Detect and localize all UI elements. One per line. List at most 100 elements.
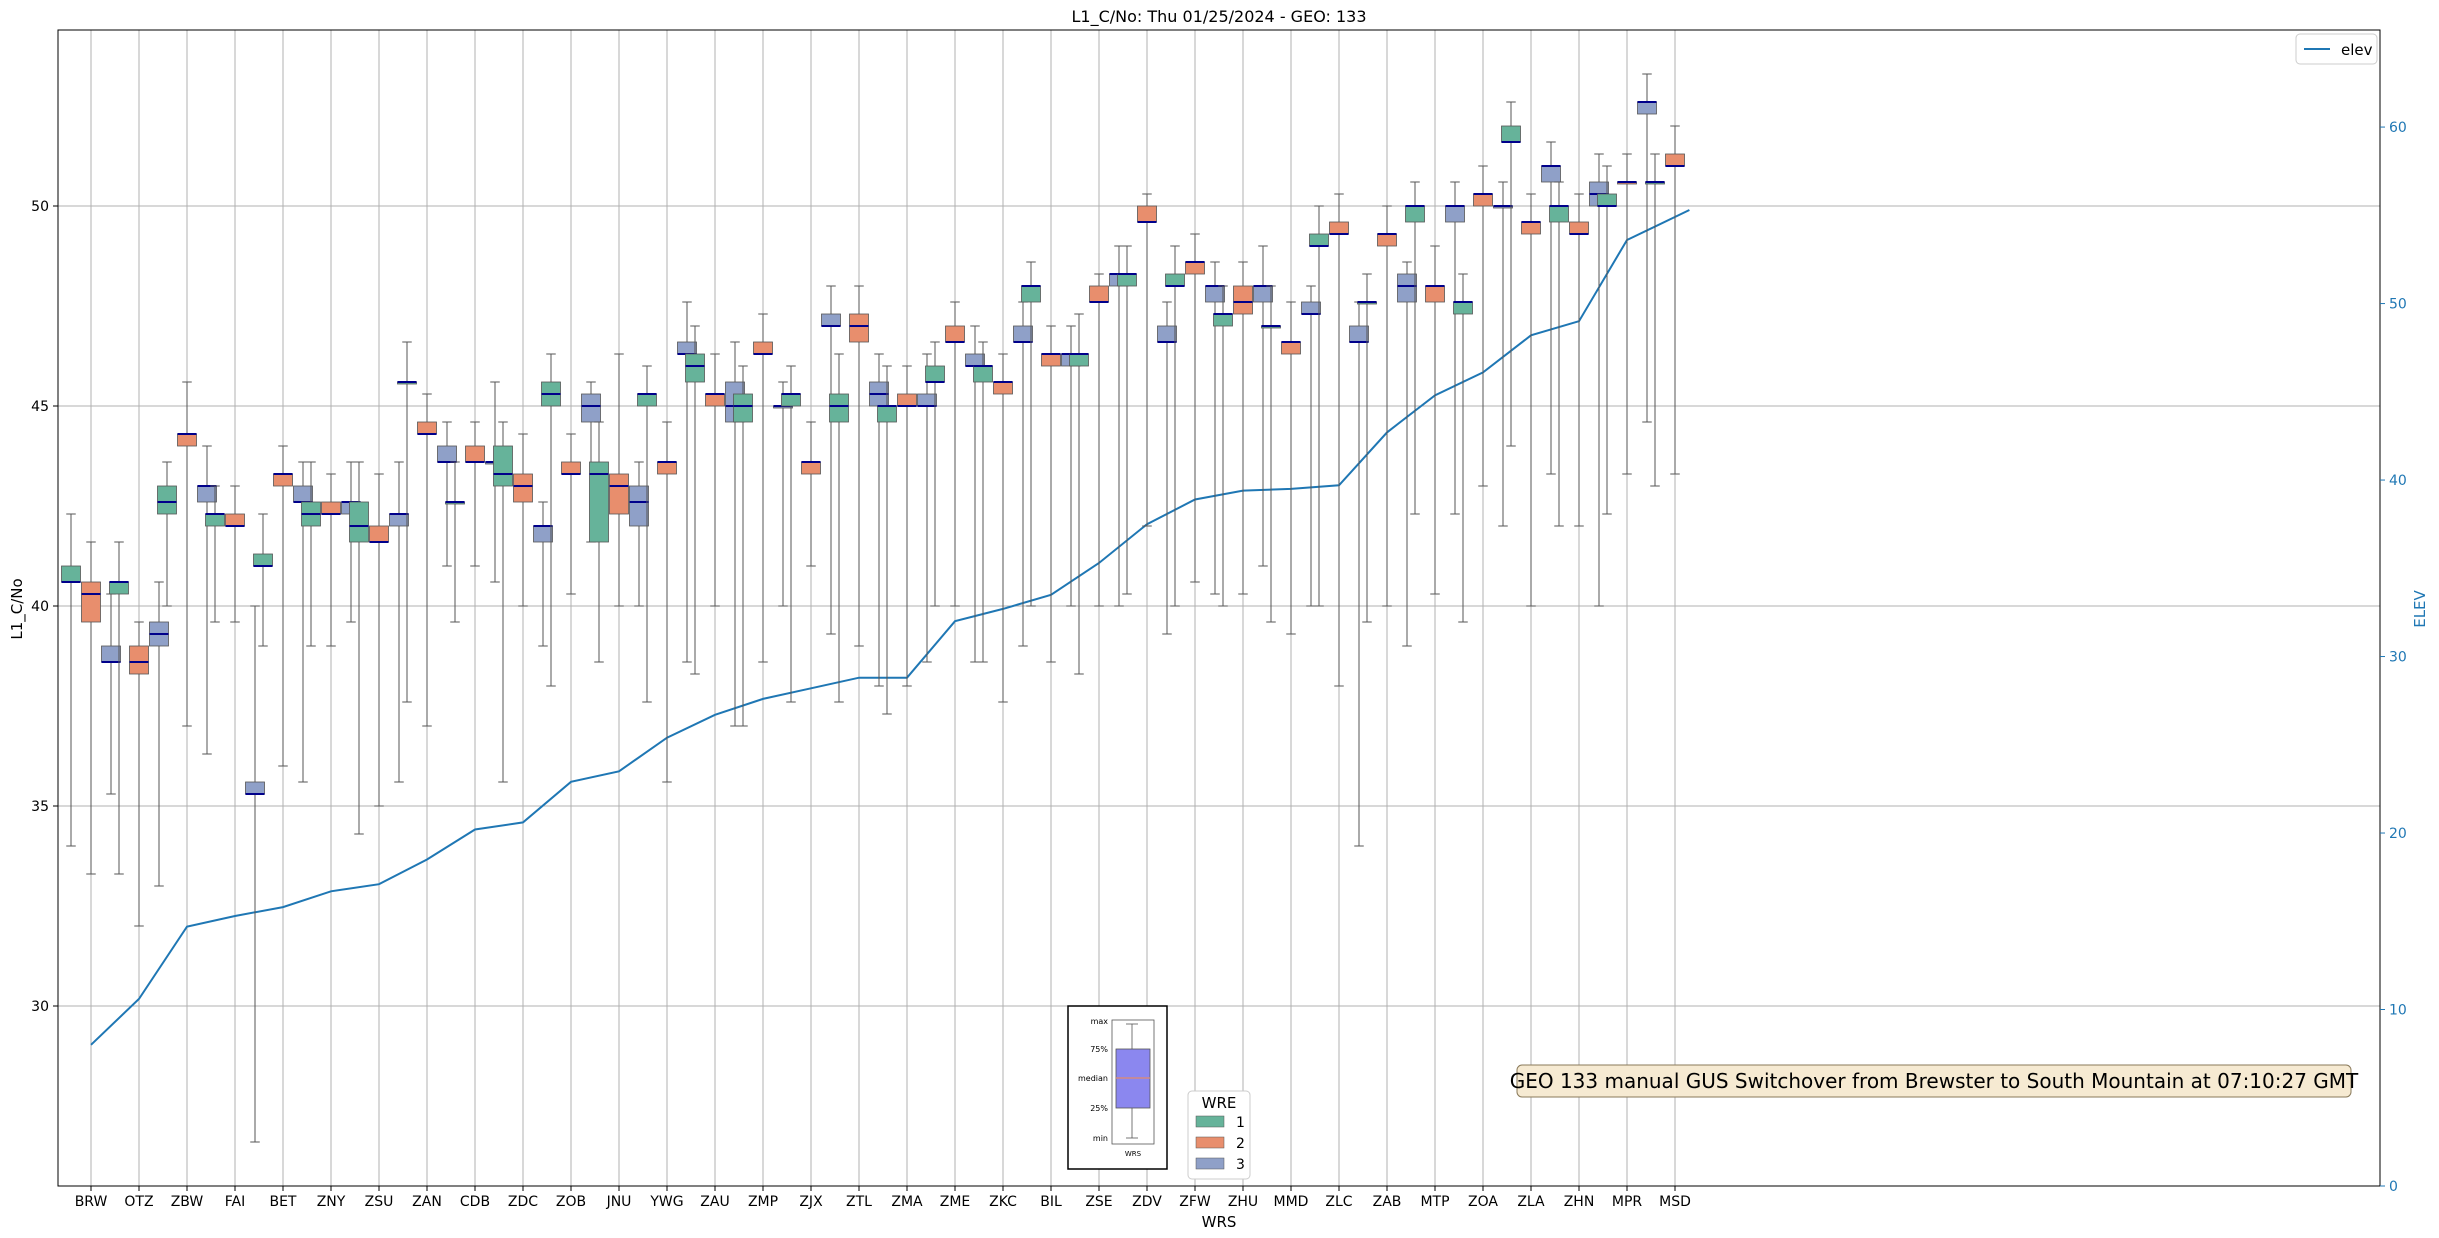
box-iqr [849,313,869,343]
plot-frame [57,29,2381,1187]
box-ZJX-wre1 [781,365,801,703]
box-ZLC-wre2 [1329,193,1349,687]
box-iqr [993,381,1013,395]
box-MTP-wre2 [1425,245,1445,595]
y2-tick-label: 0 [2389,1179,2398,1195]
x-axis-label: WRS [1202,1213,1237,1231]
x-tick-label: JNU [606,1194,632,1210]
x-tick-label: ZSE [1085,1194,1112,1210]
box-iqr [1165,273,1185,287]
explainer-min: min [1093,1134,1108,1143]
box-ZKC-wre3 [1013,301,1033,647]
y2-axis-label: ELEV [2411,589,2429,627]
box-iqr [1185,261,1205,275]
box-ZJX-wre2 [801,421,821,567]
x-tick-label: ZAB [1373,1194,1402,1210]
box-ZOA-wre1 [1453,273,1473,623]
box-iqr [561,461,581,475]
x-tick-label: BET [269,1194,296,1210]
box-ZAB-wre2 [1377,205,1397,607]
box-ZDC-wre2 [513,433,533,607]
box-ZTL-wre3 [869,353,889,687]
box-iqr [677,341,697,355]
box-BRW-wre1 [61,513,81,847]
box-MSD-wre2 [1665,125,1685,475]
box-MMD-wre3 [1301,285,1321,607]
box-MPR-wre2 [1617,153,1637,475]
box-iqr [1041,353,1061,367]
annotation-box: GEO 133 manual GUS Switchover from Brews… [1510,1064,2359,1098]
y2-tick-label: 40 [2389,473,2407,489]
x-tick-label: CDB [460,1194,490,1210]
box-iqr [1213,313,1233,327]
box-iqr [437,445,457,463]
box-explainer: max 75% median 25% min WRS [1067,1005,1168,1170]
wre-legend-title: WRE [1202,1094,1237,1112]
box-iqr [1157,325,1177,343]
x-tick-label: MTP [1420,1194,1449,1210]
box-iqr [1425,285,1445,303]
box-iqr [1137,205,1157,223]
box-MTP-wre3 [1445,181,1465,515]
box-iqr [81,581,101,623]
box-iqr [965,353,985,367]
box-FAI-wre3 [245,605,265,1143]
x-tick-label: BRW [75,1194,108,1210]
box-iqr [1253,285,1273,303]
x-tick-label: ZMA [891,1194,923,1210]
x-tick-label: ZME [940,1194,971,1210]
box-iqr [1021,285,1041,303]
box-ZMP-wre1 [733,365,753,727]
box-plots [61,73,1685,1143]
box-ZMA-wre3 [917,353,937,663]
explainer-max: max [1091,1017,1109,1026]
y-axis-label: L1_C/No [8,578,27,639]
box-JNU-wre1 [589,421,609,663]
wre-legend: WRE 1 2 3 [1187,1090,1251,1180]
x-tick-label: ZLA [1517,1194,1545,1210]
box-ZDV-wre3 [1157,301,1177,635]
y-tick-label: 40 [31,599,49,615]
box-OTZ-wre3 [149,581,169,887]
box-iqr [1473,193,1493,207]
box-JNU-wre2 [609,353,629,607]
box-iqr [245,781,265,795]
x-tick-label: ZHN [1564,1194,1595,1210]
box-iqr [1453,301,1473,315]
box-iqr [829,393,849,423]
box-iqr [109,581,129,595]
x-tick-label: ZNY [317,1194,346,1210]
box-BRW-wre3 [101,593,121,795]
x-tick-label: FAI [225,1194,245,1210]
elev-line-group [90,209,1690,1046]
box-OTZ-wre1 [109,541,129,875]
box-iqr [1637,101,1657,115]
box-ZAU-wre2 [705,353,725,607]
box-iqr [657,461,677,475]
box-ZDV-wre2 [1137,193,1157,527]
box-iqr [637,393,657,407]
box-iqr [1397,273,1417,303]
box-iqr [513,473,533,503]
box-iqr [1405,205,1425,223]
y2-tick-label: 20 [2389,826,2407,842]
x-tick-label: ZAU [700,1194,729,1210]
box-iqr [781,393,801,407]
box-iqr [1301,301,1321,315]
box-CDB-wre1 [445,461,465,623]
x-tick-label: ZHU [1228,1194,1258,1210]
box-iqr [1541,165,1561,183]
box-iqr [177,433,197,447]
box-iqr [1501,125,1521,143]
elev-legend: elev [2295,33,2378,65]
wre-legend-swatch-3 [1195,1157,1225,1170]
box-iqr [1521,221,1541,235]
box-BET-wre1 [253,513,273,647]
box-iqr [609,473,629,515]
box-ZHU-wre3 [1253,245,1273,567]
box-ZJX-wre3 [821,285,841,635]
box-ZLA-wre2 [1521,193,1541,607]
box-iqr [1377,233,1397,247]
wre-legend-label-3: 3 [1236,1157,1245,1173]
box-iqr [1013,325,1033,343]
